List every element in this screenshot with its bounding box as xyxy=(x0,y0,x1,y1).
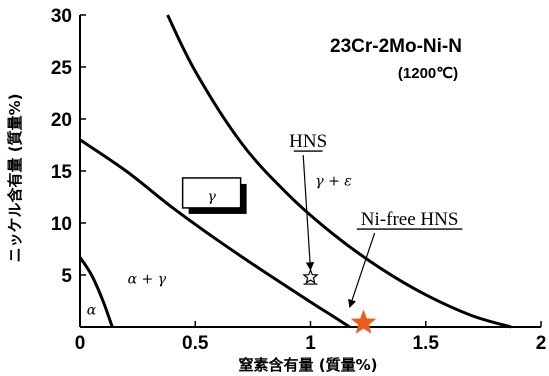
x-tick-label: 2 xyxy=(536,333,547,354)
y-tick-label: 5 xyxy=(61,266,72,287)
phase-boundaries xyxy=(78,14,512,329)
phase-boundary-line xyxy=(166,14,512,329)
annotation-arrow xyxy=(302,155,315,271)
phase-boundary-line xyxy=(79,138,351,329)
y-tick-label: 20 xyxy=(51,110,72,131)
x-tick-label: 0 xyxy=(75,333,86,354)
phase-label-gamma: γ xyxy=(207,189,216,205)
y-ticks: 5 10 15 20 25 30 xyxy=(51,6,86,287)
annotation-label: Ni-free HNS xyxy=(361,209,459,230)
annotation-label: HNS xyxy=(289,131,327,152)
x-ticks: 0 0.5 1 1.5 2 xyxy=(75,321,547,354)
hns-star-marker xyxy=(302,268,319,285)
ni-free-hns-star-marker xyxy=(350,309,377,334)
phase-label: γ + ε xyxy=(315,174,352,190)
y-axis-label: ニッケル含有量 (質量%) xyxy=(6,94,24,263)
annotation-arrow xyxy=(348,232,376,309)
x-tick-label: 1 xyxy=(305,333,316,354)
x-tick-label: 0.5 xyxy=(182,333,209,354)
y-tick-label: 30 xyxy=(51,6,72,27)
y-tick-label: 10 xyxy=(51,214,72,235)
chart-subtitle: (1200℃) xyxy=(398,65,458,82)
x-tick-label: 1.5 xyxy=(413,333,440,354)
x-axis-label: 窒素含有量 (質量%) xyxy=(239,356,378,374)
gamma-box xyxy=(181,177,242,209)
phase-label: α + γ xyxy=(128,271,167,287)
phase-labels: α α + γ γ γ + ε xyxy=(87,174,352,319)
y-tick-label: 25 xyxy=(51,58,73,79)
chart-title: 23Cr-2Mo-Ni-N xyxy=(330,36,462,57)
phase-boundary-line xyxy=(78,256,114,328)
phase-label: α xyxy=(87,303,97,319)
y-tick-label: 15 xyxy=(51,162,73,183)
annotations: HNS Ni-free HNS xyxy=(289,131,463,309)
data-points xyxy=(302,268,377,334)
